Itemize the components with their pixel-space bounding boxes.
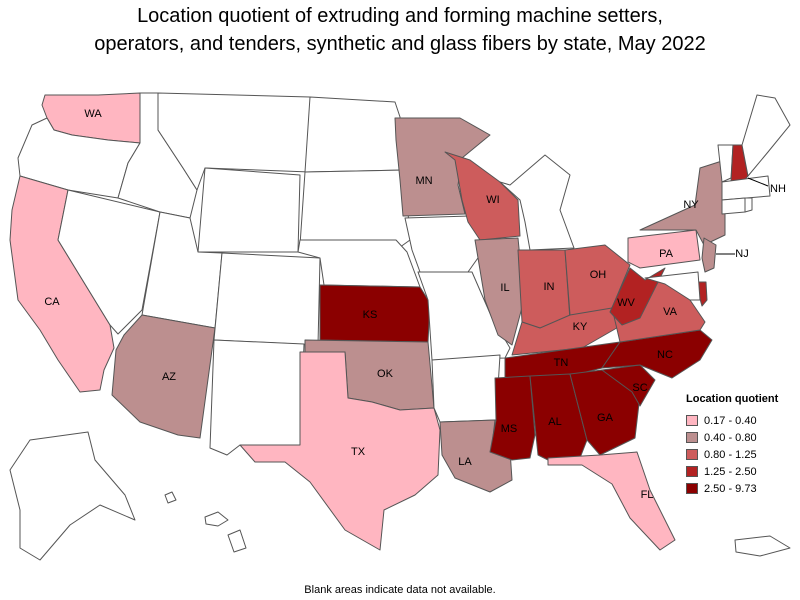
state-label: GA [597, 412, 614, 424]
legend-swatch [686, 483, 698, 494]
legend-item: 0.17 - 0.40 [686, 413, 778, 428]
state-label: IL [500, 282, 509, 294]
legend-swatch [686, 449, 698, 460]
state-hi [227, 529, 247, 553]
state-ms [489, 375, 536, 461]
state-wi [444, 151, 521, 241]
state-mo [417, 271, 511, 361]
state-label: NH [770, 183, 786, 195]
state-label: OH [590, 269, 607, 281]
state-label: SC [632, 382, 647, 394]
state-label: CA [44, 296, 60, 308]
legend-label: 1.25 - 2.50 [704, 465, 757, 478]
state-me [741, 94, 791, 177]
state-label: MS [501, 423, 518, 435]
state-label: WI [486, 194, 499, 206]
state-label: LA [458, 456, 472, 468]
state-label: VA [663, 306, 678, 318]
state-ma [721, 175, 771, 201]
state-hi [164, 491, 177, 504]
legend-item: 0.40 - 0.80 [686, 430, 778, 445]
state-label: WA [84, 108, 102, 120]
state-co [213, 252, 321, 346]
legend-swatch [686, 466, 698, 477]
legend-title: Location quotient [686, 393, 779, 405]
legend-item: 2.50 - 9.73 [686, 481, 778, 496]
state-label: FL [641, 489, 654, 501]
state-label: PA [659, 248, 674, 260]
title-line-1: Location quotient of extruding and formi… [137, 5, 663, 27]
state-label: NC [657, 349, 673, 361]
state-label: NJ [735, 248, 748, 260]
legend-item: 0.80 - 1.25 [686, 447, 778, 462]
state-label: NY [683, 199, 699, 211]
state-label: MN [415, 175, 432, 187]
state-nm [209, 339, 305, 456]
state-nj [701, 237, 717, 273]
legend-label: 0.40 - 0.80 [704, 431, 757, 444]
state-mi [499, 154, 575, 251]
state-nd [304, 96, 406, 173]
state-label: OK [377, 368, 394, 380]
state-ar [431, 354, 501, 423]
state-label: TN [554, 357, 569, 369]
state-fl [547, 451, 676, 551]
state-ct [721, 197, 746, 215]
state-md [644, 271, 701, 301]
state-label: AZ [162, 371, 176, 383]
state-label: KY [573, 321, 588, 333]
state-pa [627, 229, 701, 269]
state-ak [9, 431, 136, 561]
state-label: TX [351, 446, 366, 458]
state-ri [744, 197, 753, 213]
state-il [474, 237, 525, 346]
state-label: WV [617, 297, 635, 309]
map-title: Location quotient of extruding and formi… [0, 2, 800, 58]
state-sd [299, 169, 411, 251]
legend-item: 1.25 - 2.50 [686, 464, 778, 479]
state-label: AL [548, 416, 561, 428]
legend-label: 0.17 - 0.40 [704, 414, 757, 427]
legend-label: 0.80 - 1.25 [704, 448, 757, 461]
state-tx [239, 351, 441, 551]
legend-swatch [686, 415, 698, 426]
state-az [111, 314, 216, 439]
legend: Location quotient 0.17 - 0.40 0.40 - 0.80… [686, 393, 778, 498]
title-line-2: operators, and tenders, synthetic and gl… [94, 33, 706, 55]
state-wy [197, 167, 301, 253]
label-leader-line [747, 177, 769, 187]
state-label: KS [363, 309, 378, 321]
footnote: Blank areas indicate data not available. [304, 584, 496, 596]
state-pr [734, 535, 791, 557]
state-wv [609, 267, 666, 326]
state-hi [204, 511, 229, 527]
state-label: IN [544, 281, 555, 293]
legend-swatch [686, 432, 698, 443]
legend-label: 2.50 - 9.73 [704, 482, 757, 495]
